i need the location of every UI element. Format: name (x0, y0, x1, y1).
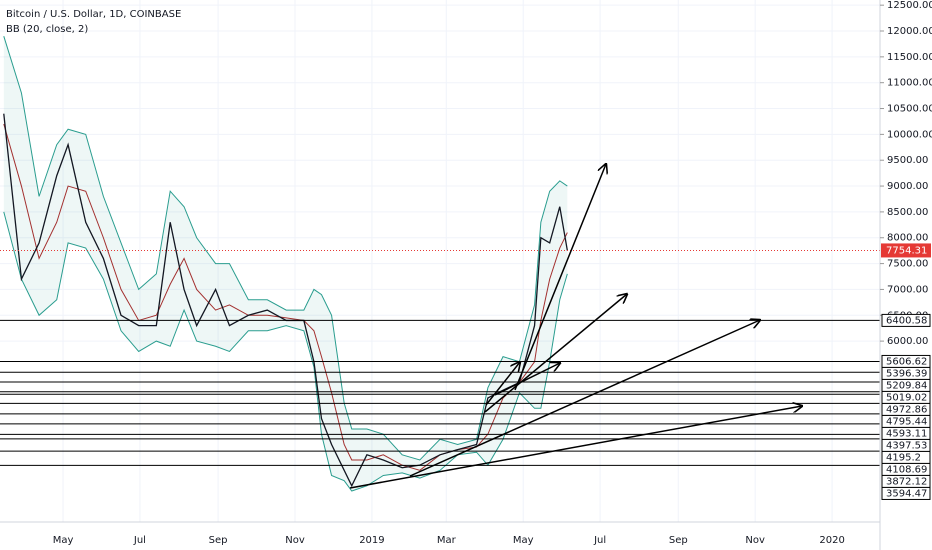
x-tick-label: Sep (209, 535, 228, 546)
y-tick-label: 10000.00 (887, 129, 932, 140)
title: Bitcoin / U.S. Dollar, 1D, COINBASE (6, 9, 181, 20)
level-label: 3594.47 (886, 488, 927, 499)
level-label: 5396.39 (886, 368, 927, 379)
price-line (3, 123, 568, 471)
y-tick-label: 9000.00 (887, 181, 928, 192)
x-tick-label: Sep (669, 535, 688, 546)
price-line (3, 211, 568, 492)
level-label-box (881, 486, 931, 500)
arrow (349, 406, 802, 489)
y-tick-label: 11500.00 (887, 52, 932, 63)
x-tick-label: Jul (133, 535, 146, 546)
arrow (484, 294, 627, 413)
y-tick-label: 11000.00 (887, 78, 932, 89)
arrow (514, 164, 606, 391)
x-tick-label: 2020 (819, 535, 844, 546)
plot (0, 0, 880, 522)
y-tick-label: 8000.00 (887, 233, 928, 244)
x-tick-label: Nov (745, 535, 765, 546)
level-label: 4593.11 (886, 428, 927, 439)
y-tick-label: 7500.00 (887, 259, 928, 270)
y-tick-label: 12000.00 (887, 26, 932, 37)
level-label: 4795.44 (886, 416, 927, 427)
level-label: 4195.2 (886, 452, 921, 463)
y-tick-label: 7000.00 (887, 284, 928, 295)
x-tick-label: May (53, 535, 74, 546)
annotation-arrows (349, 164, 802, 489)
x-tick-label: Jul (593, 535, 606, 546)
arrow (494, 363, 560, 396)
x-tick-label: Mar (437, 535, 457, 546)
level-label: 4108.69 (886, 464, 927, 475)
level-label-box (881, 313, 931, 327)
level-label: 3872.12 (886, 476, 927, 487)
price-line (3, 36, 568, 461)
level-label: 5606.62 (886, 356, 927, 367)
x-tick-label: May (513, 535, 534, 546)
last-price-label: 7754.31 (886, 245, 927, 256)
x-tick-label: 2019 (359, 535, 384, 546)
band-fill (3, 36, 568, 491)
level-label: 4397.53 (886, 440, 927, 451)
last-price-box (881, 243, 931, 258)
level-label: 5019.02 (886, 392, 927, 403)
arrow (485, 362, 520, 406)
y-tick-label: 12500.00 (887, 0, 932, 11)
x-tick-label: Nov (285, 535, 305, 546)
indicator-label: BB (20, close, 2) (6, 24, 88, 35)
level-label: 6400.58 (886, 315, 927, 326)
y-tick-label: 10500.00 (887, 104, 932, 115)
level-label: 4972.86 (886, 404, 927, 415)
y-tick-label: 8500.00 (887, 207, 928, 218)
level-label: 5209.84 (886, 380, 927, 391)
arrow (409, 320, 760, 477)
y-tick-label: 6000.00 (887, 336, 928, 347)
y-tick-label: 9500.00 (887, 155, 928, 166)
